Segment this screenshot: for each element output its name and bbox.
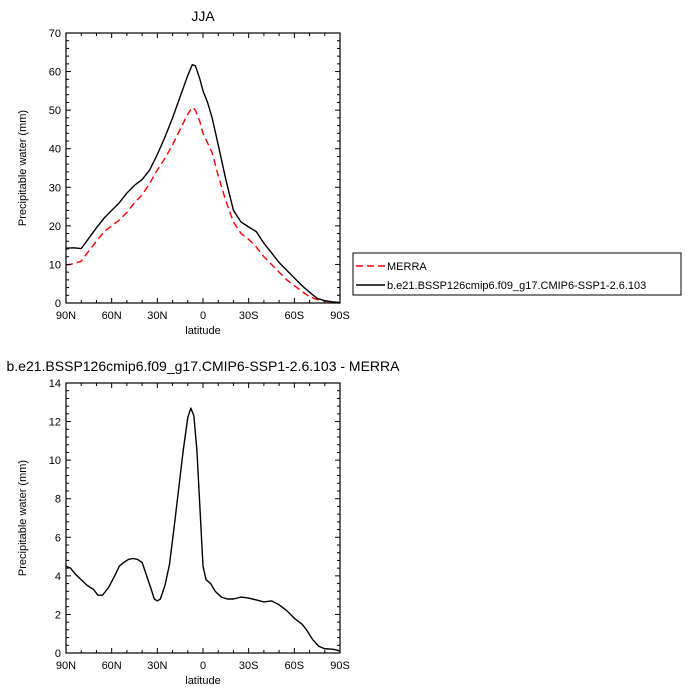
y-tick-label: 10 <box>49 455 61 467</box>
x-tick-label: 60N <box>102 310 122 322</box>
y-tick-label: 30 <box>49 182 61 194</box>
x-tick-label: 60S <box>285 660 305 672</box>
y-tick-label: 6 <box>55 532 61 544</box>
legend-entry-label: MERRA <box>387 261 427 273</box>
y-axis-label: Precipitable water (mm) <box>17 460 29 576</box>
y-tick-label: 0 <box>55 298 61 310</box>
x-tick-label: 30N <box>147 660 167 672</box>
x-tick-label: 60N <box>102 660 122 672</box>
x-axis-label: latitude <box>185 675 220 687</box>
panel-bottom: b.e21.BSSP126cmip6.f09_g17.CMIP6-SSP1-2.… <box>7 358 401 687</box>
x-axis-label: latitude <box>185 325 220 337</box>
y-tick-label: 40 <box>49 144 61 156</box>
legend-entry-label: b.e21.BSSP126cmip6.f09_g17.CMIP6-SSP1-2.… <box>387 280 646 292</box>
series-line-b-e21-bssp126cmip6-f09-g17-cmi <box>65 63 341 304</box>
series-line-merra <box>65 106 341 304</box>
y-axis-label: Precipitable water (mm) <box>17 110 29 226</box>
x-tick-label: 30S <box>239 660 259 672</box>
plot-frame <box>65 382 341 654</box>
chart-title: b.e21.BSSP126cmip6.f09_g17.CMIP6-SSP1-2.… <box>7 358 401 374</box>
y-tick-label: 70 <box>49 28 61 40</box>
y-tick-label: 20 <box>49 221 61 233</box>
y-tick-label: 10 <box>49 259 61 271</box>
y-tick-label: 2 <box>55 609 61 621</box>
x-tick-label: 90S <box>330 660 350 672</box>
y-tick-label: 14 <box>49 378 61 390</box>
series-line-0 <box>65 407 341 652</box>
x-tick-label: 90N <box>56 310 76 322</box>
x-tick-label: 90N <box>56 660 76 672</box>
x-tick-label: 30N <box>147 310 167 322</box>
y-tick-label: 50 <box>49 105 61 117</box>
y-tick-label: 8 <box>55 494 61 506</box>
chart-title: JJA <box>191 8 215 24</box>
x-tick-label: 0 <box>200 310 206 322</box>
x-tick-label: 30S <box>239 310 259 322</box>
x-tick-label: 0 <box>200 660 206 672</box>
y-tick-label: 60 <box>49 67 61 79</box>
x-tick-label: 90S <box>330 310 350 322</box>
legend-box <box>352 252 682 296</box>
plot-frame <box>65 32 341 304</box>
x-tick-label: 60S <box>285 310 305 322</box>
y-tick-label: 0 <box>55 648 61 660</box>
legend: MERRA b.e21.BSSP126cmip6.f09_g17.CMIP6-SS… <box>352 252 682 296</box>
y-tick-label: 4 <box>55 571 61 583</box>
panel-top: JJA 90N 60N 30N 0 30S 60S 90S 0 10 20 30 40 50 60 70 lat… <box>17 8 682 337</box>
y-tick-label: 12 <box>49 417 61 429</box>
